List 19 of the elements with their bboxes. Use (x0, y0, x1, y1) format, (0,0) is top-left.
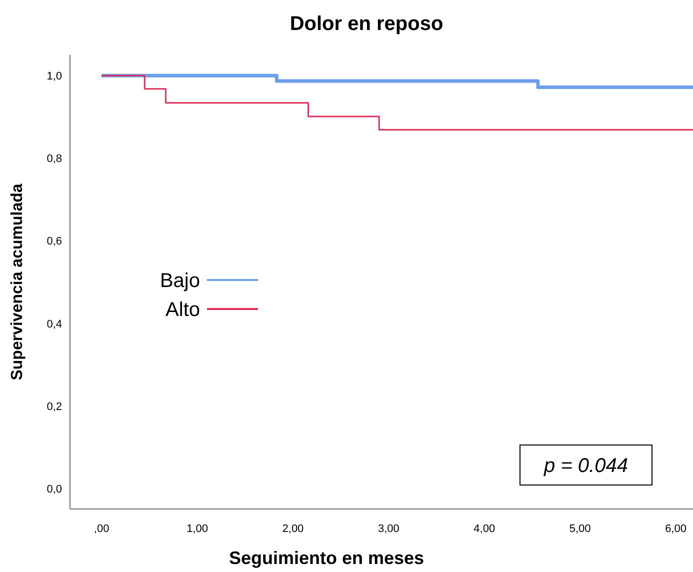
x-tick-label: 1,00 (186, 523, 208, 535)
chart-title: Dolor en reposo (290, 13, 444, 35)
y-tick-label: 0,2 (46, 400, 62, 413)
x-tick-label: 5,00 (569, 523, 591, 535)
legend-label: Alto (166, 299, 200, 321)
x-tick-label: 2,00 (282, 523, 304, 535)
y-tick-label: 0,6 (46, 236, 62, 248)
x-tick-label: 4,00 (474, 523, 496, 535)
y-tick-label: 1,0 (46, 70, 62, 83)
y-axis-title: Supervivencia acumulada (9, 184, 26, 380)
y-tick-label: 0,8 (46, 153, 62, 166)
x-tick-label: ,00 (94, 523, 110, 535)
annotation: p = 0.044 (543, 455, 628, 477)
x-axis-title: Seguimiento en meses (228, 548, 424, 568)
legend-label: Bajo (160, 270, 200, 292)
y-tick-label: 0,0 (46, 483, 62, 496)
x-tick-label: 6,00 (665, 523, 686, 535)
y-tick-label: 0,4 (46, 318, 62, 330)
x-tick-label: 3,00 (378, 523, 400, 535)
